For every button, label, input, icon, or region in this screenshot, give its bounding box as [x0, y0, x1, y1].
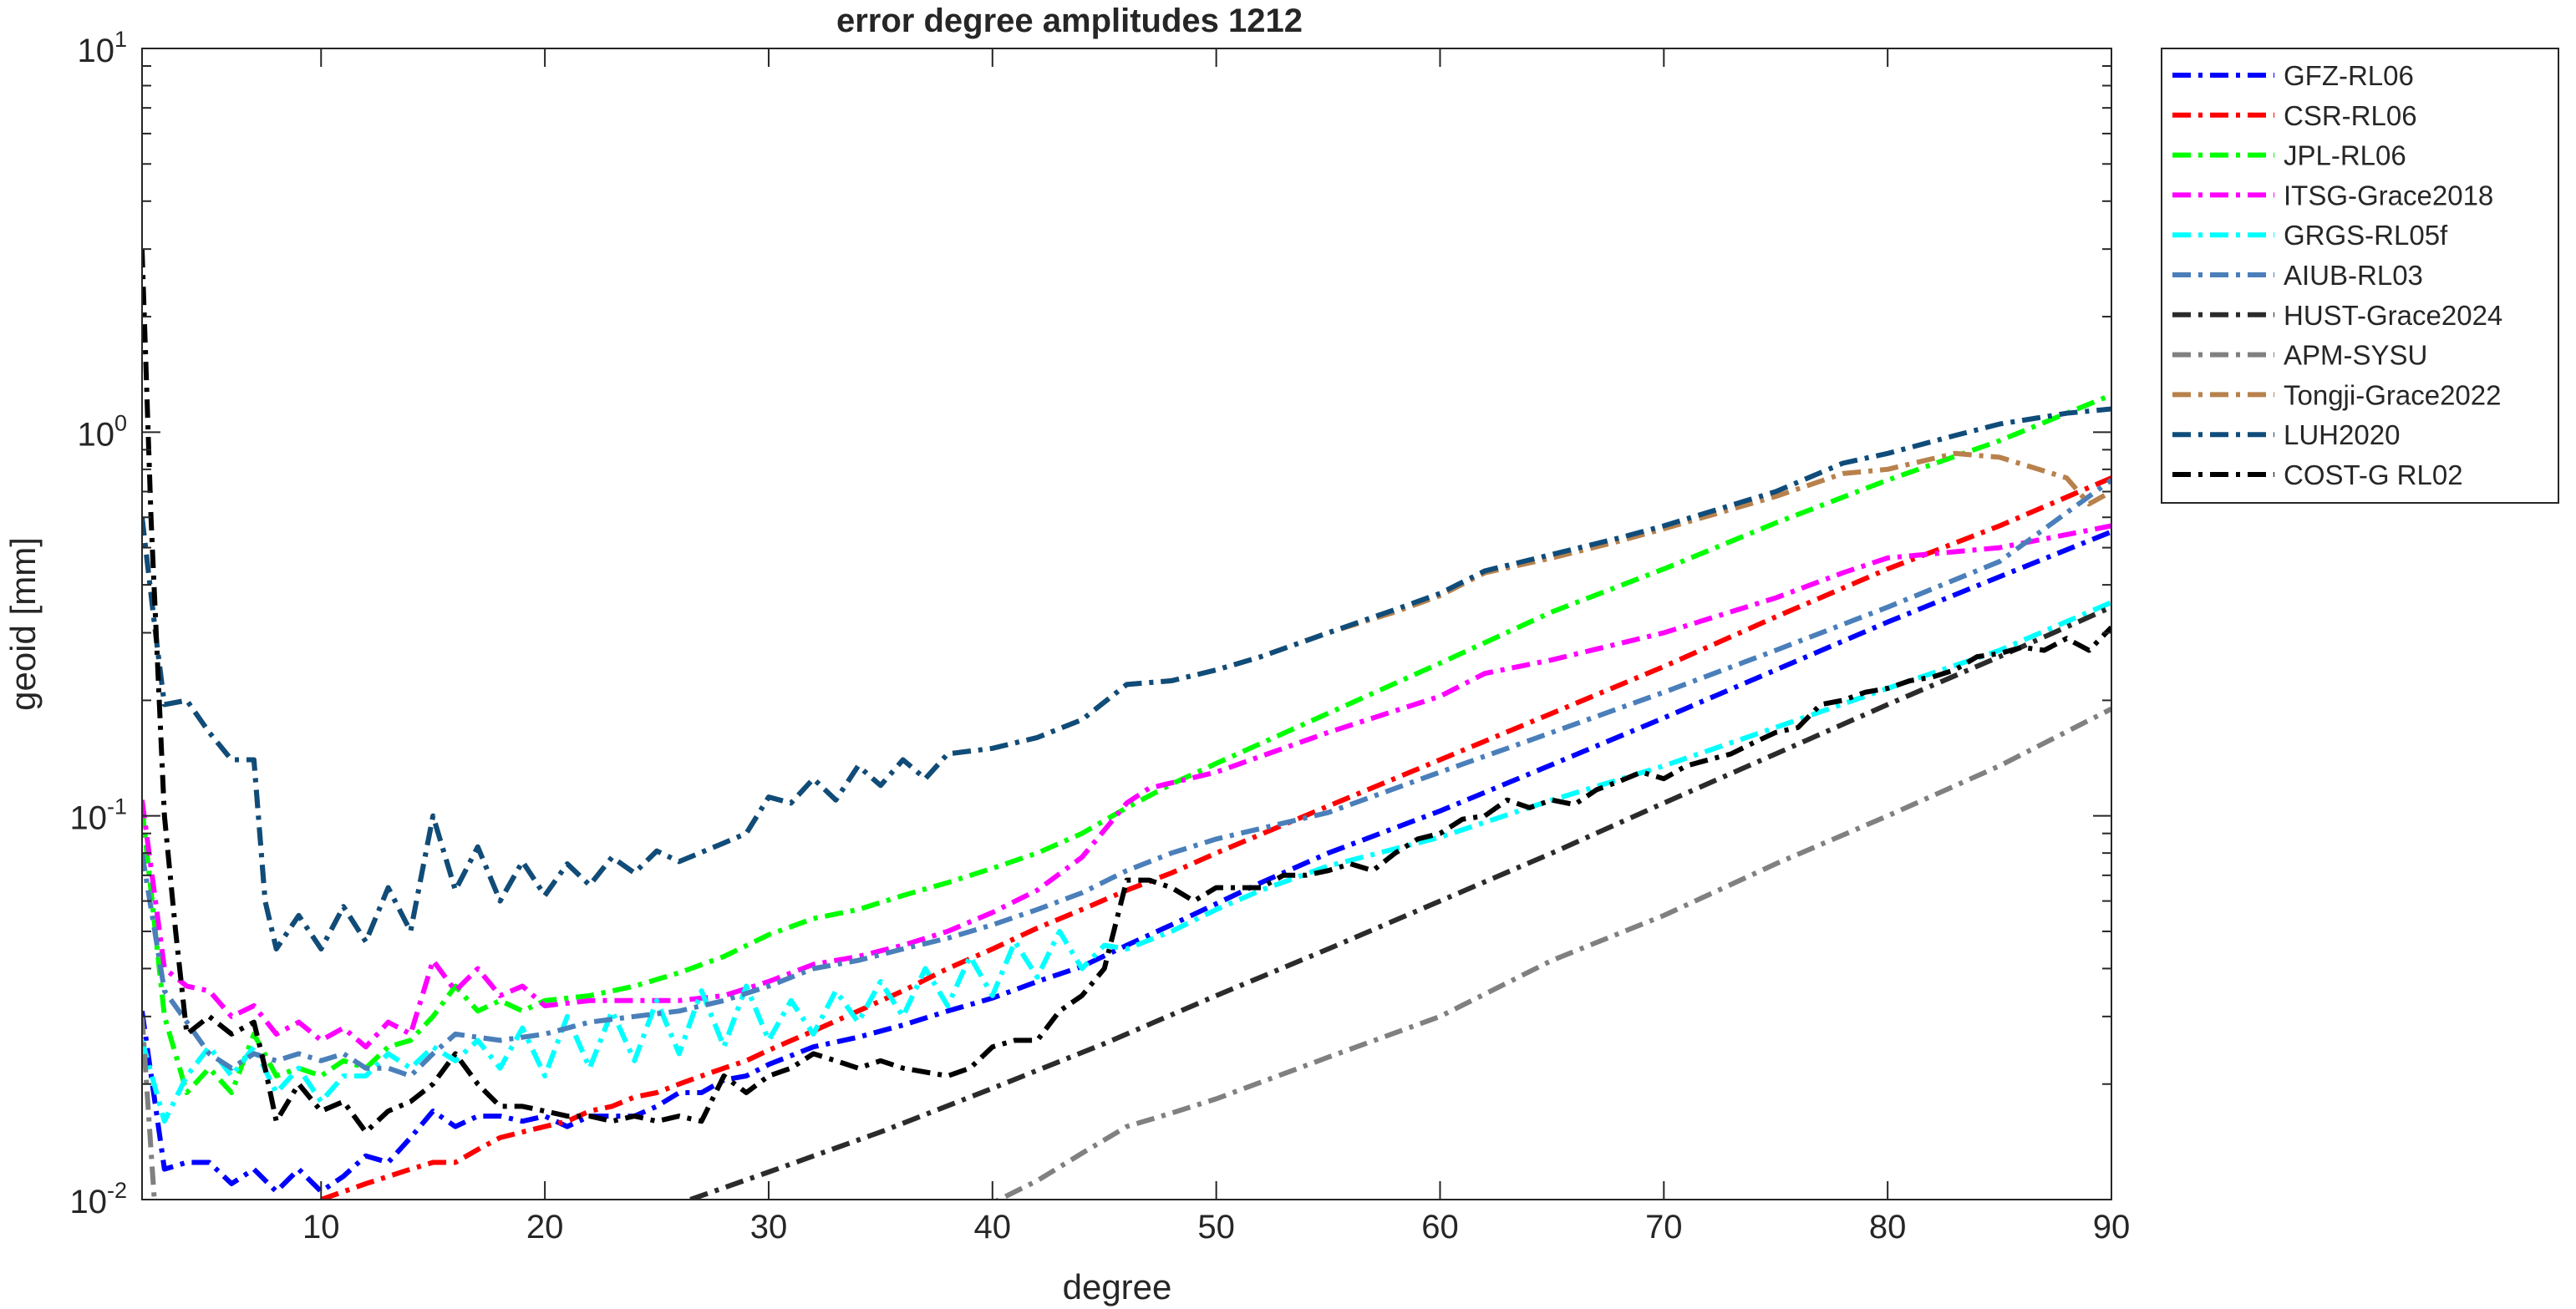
- legend-label: GFZ-RL06: [2284, 60, 2414, 91]
- x-tick-label: 60: [1421, 1209, 1459, 1246]
- series-line-8: [142, 706, 2111, 1200]
- plot-background: [142, 48, 2111, 1200]
- x-tick-label: 70: [1645, 1209, 1683, 1246]
- x-tick-label: 50: [1197, 1209, 1235, 1246]
- y-tick-label: 100: [77, 410, 127, 453]
- legend-label: HUST-Grace2024: [2284, 300, 2502, 331]
- series-line-5: [142, 600, 2111, 1124]
- series-line-11: [142, 249, 2111, 1135]
- legend-label: JPL-RL06: [2284, 140, 2406, 171]
- x-tick-label: 10: [302, 1209, 340, 1246]
- legend-label: CSR-RL06: [2284, 100, 2417, 131]
- x-tick-label: 80: [1869, 1209, 1907, 1246]
- y-tick-label: 10-2: [69, 1178, 127, 1220]
- x-axis-label: degree: [1063, 1267, 1172, 1306]
- series-line-1: [142, 529, 2111, 1195]
- series-line-2: [320, 475, 2111, 1200]
- legend-label: AIUB-RL03: [2284, 260, 2423, 291]
- legend-label: ITSG-Grace2018: [2284, 180, 2493, 211]
- series-line-4: [142, 523, 2111, 1050]
- x-tick-label: 20: [526, 1209, 564, 1246]
- legend-label: COST-G RL02: [2284, 459, 2463, 490]
- x-tick-label: 90: [2093, 1209, 2131, 1246]
- y-tick-label: 10-1: [69, 794, 127, 837]
- x-tick-label: 40: [974, 1209, 1012, 1246]
- legend-label: Tongji-Grace2022: [2284, 379, 2502, 410]
- y-tick-label: 101: [77, 27, 127, 69]
- legend: GFZ-RL06 CSR-RL06 JPL-RL06 ITSG-Grace2018 GR…: [2161, 48, 2559, 504]
- x-tick-label: 30: [750, 1209, 788, 1246]
- legend-label: LUH2020: [2284, 419, 2400, 450]
- legend-label: APM-SYSU: [2284, 340, 2427, 371]
- axes-group: 10 20 30 40 50 60 70 80 90 101 100 10-1 10-2: [69, 27, 2130, 1246]
- chart-title: error degree amplitudes 1212: [836, 3, 1303, 39]
- legend-label: GRGS-RL05f: [2284, 220, 2448, 251]
- series-group: [142, 249, 2111, 1200]
- series-line-6: [142, 478, 2111, 1078]
- plot-frame: [141, 48, 2112, 1200]
- series-line-10: [142, 406, 2111, 951]
- y-axis-label: geoid [mm]: [3, 537, 43, 711]
